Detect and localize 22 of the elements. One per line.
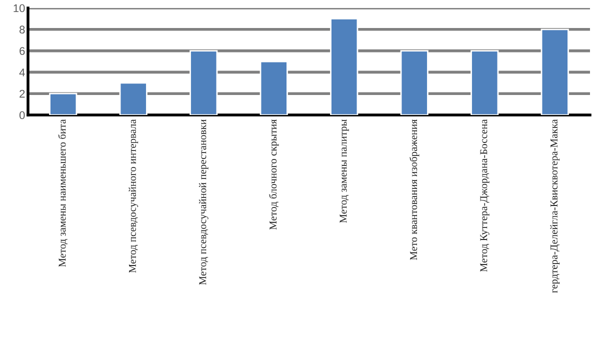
x-tick-label: Метод Куттера-Джордана-Боссена: [480, 119, 490, 272]
x-tick-label: Метод замены наименьшего бита: [58, 119, 68, 267]
y-tick-label: 0: [19, 111, 25, 120]
bar: [330, 18, 358, 115]
bar: [119, 82, 148, 115]
x-tick-label: Метод псевдосучайного интервала: [128, 119, 138, 273]
y-tick-label: 6: [20, 47, 25, 55]
x-tick-label: Мето квантования изображения: [410, 119, 420, 260]
bar: [260, 60, 288, 115]
y-tick-label: 10: [14, 4, 25, 12]
bar: [470, 50, 499, 115]
y-tick-label: 4: [19, 68, 25, 76]
x-tick-label: гердтера-Делейгла-Квисквотера-Макка: [550, 119, 560, 293]
x-tick-label: Метод блочного скрытия: [269, 119, 279, 230]
bar: [540, 28, 569, 115]
bar: [400, 50, 428, 115]
y-tick-label: 2: [20, 90, 25, 98]
y-tick-label: 8: [20, 26, 25, 34]
x-tick-label: Метод псевдосучайной перестановки: [198, 119, 208, 285]
bar: [190, 50, 218, 115]
bar: [49, 92, 78, 115]
x-tick-label: Метод замены палитры: [340, 119, 349, 223]
